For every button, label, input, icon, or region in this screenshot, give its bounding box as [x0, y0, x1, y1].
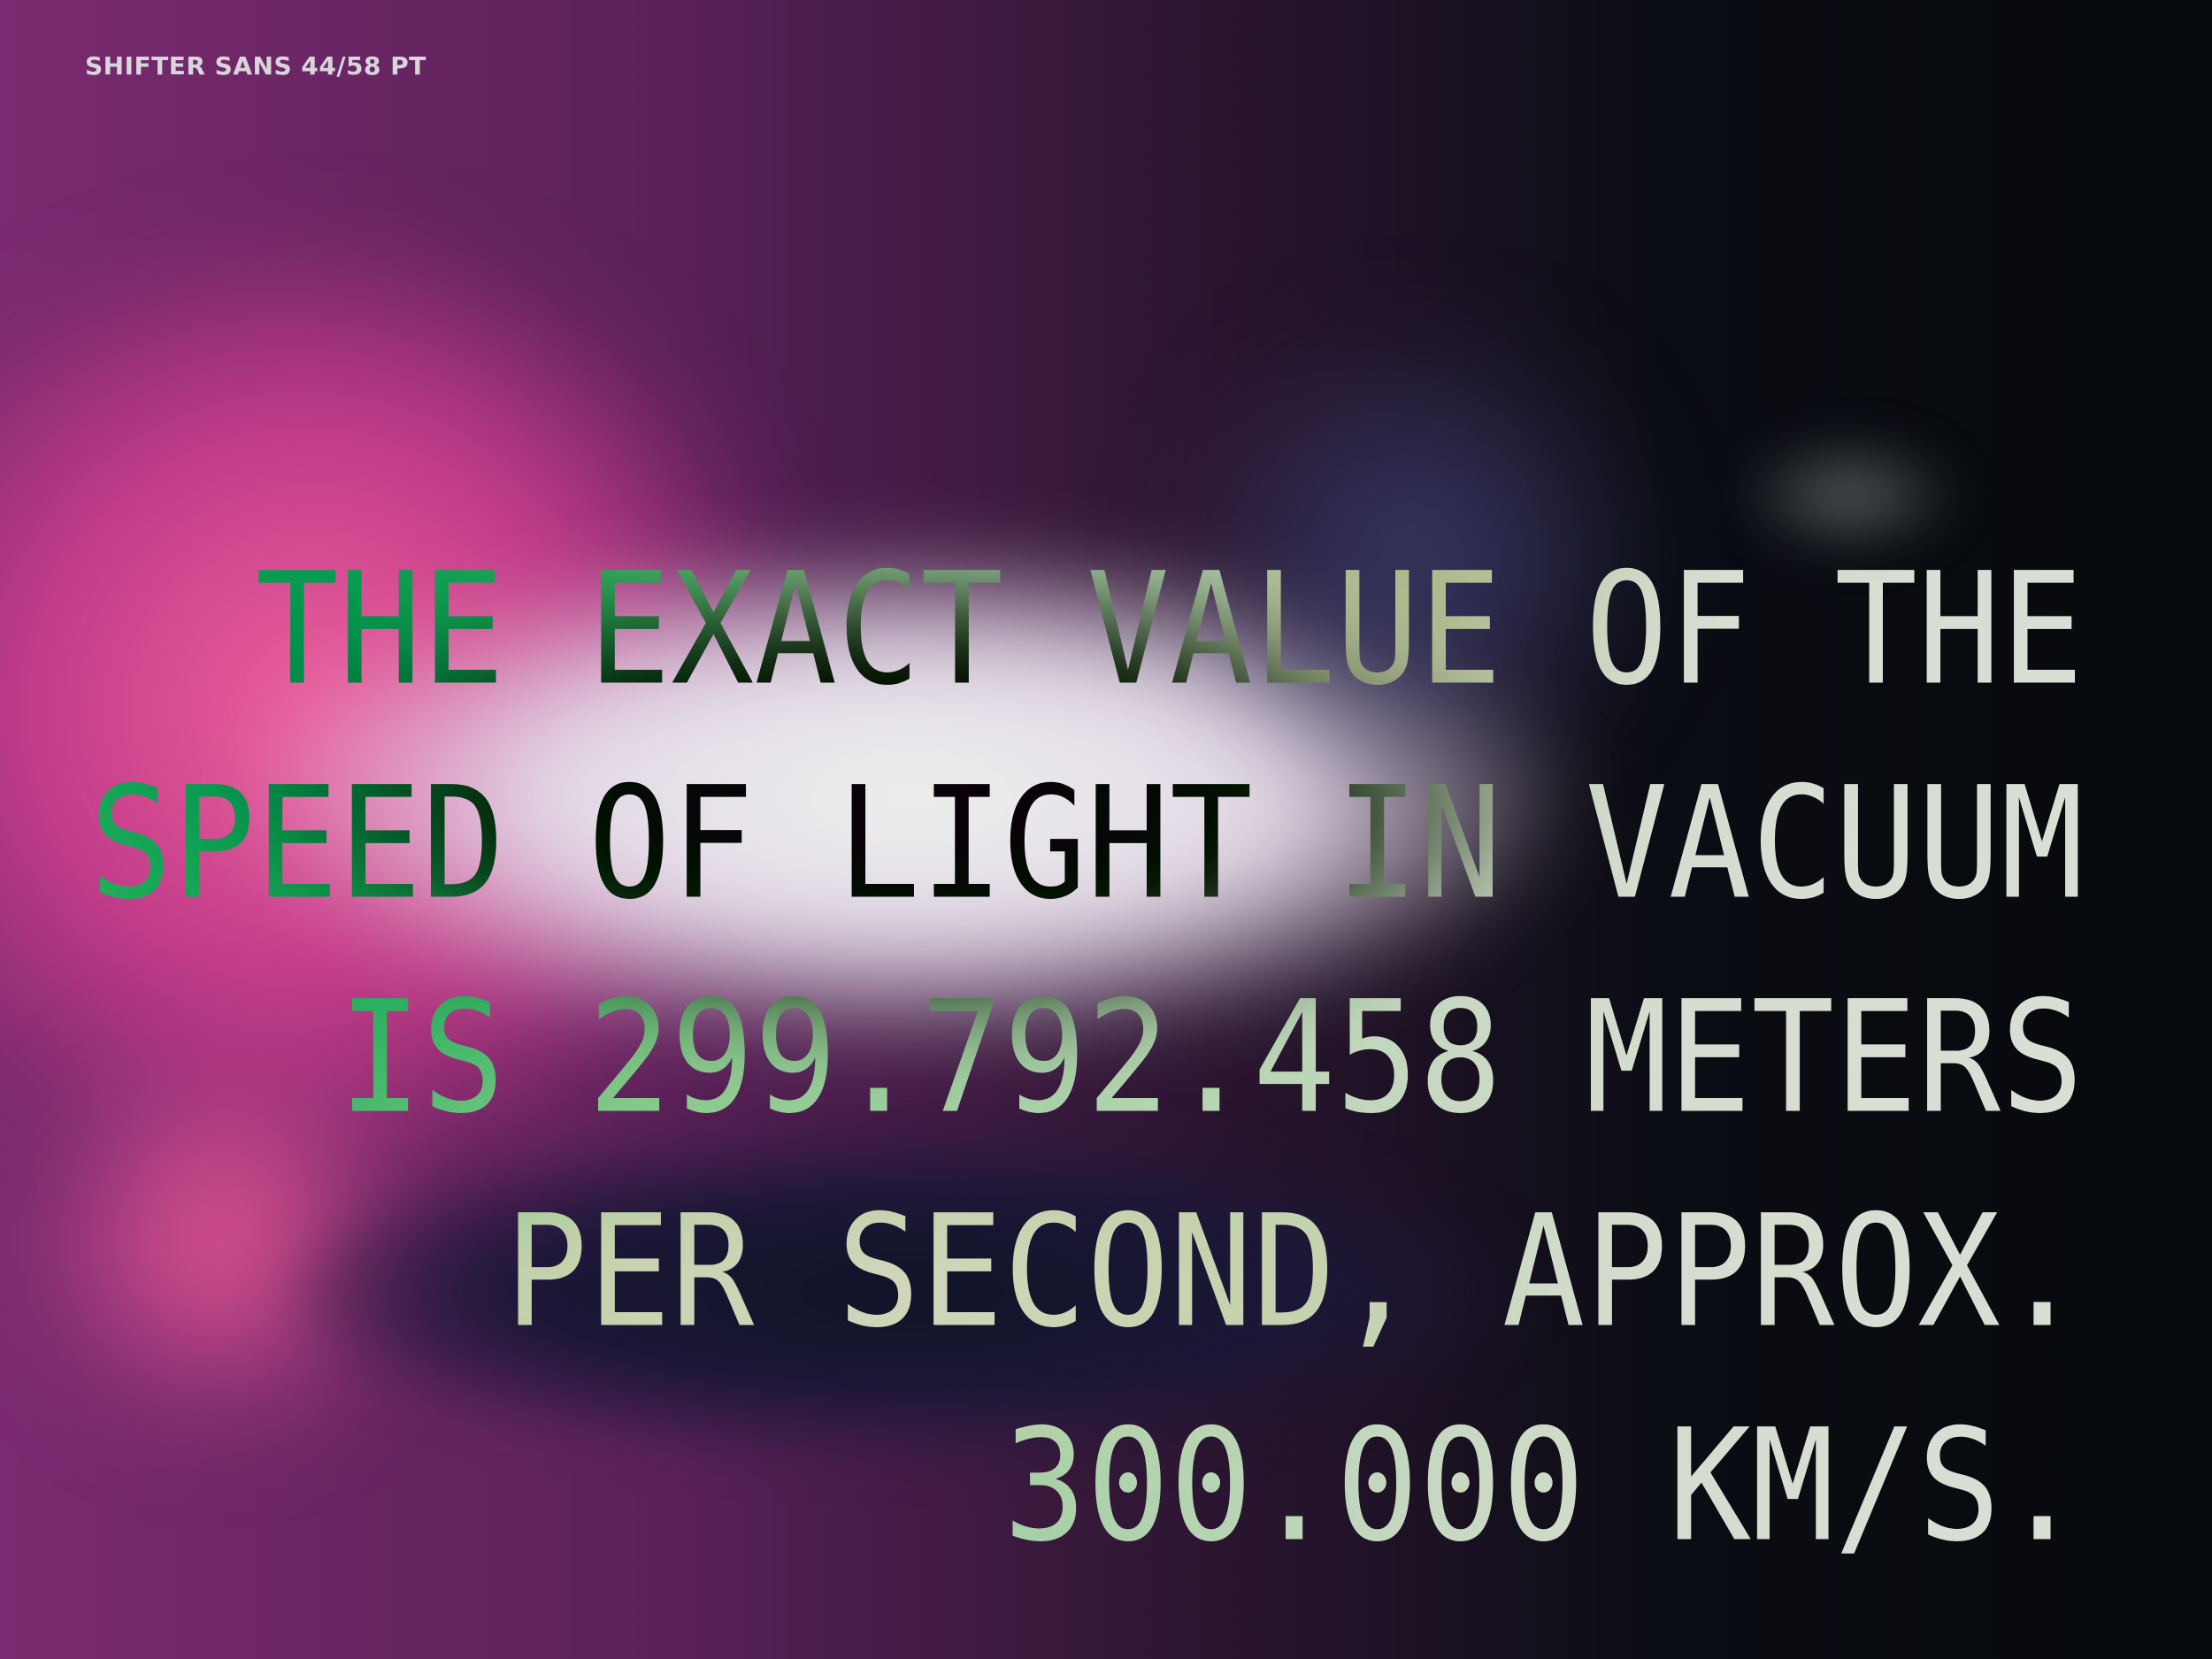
headline-line: PER SECOND, APPROX. [504, 1181, 2084, 1362]
headline-line: THE EXACT VALUE OF THE [255, 539, 2084, 719]
headline-line: SPEED OF LIGHT IN VACUUM [88, 753, 2084, 933]
blue-haze [1150, 336, 1681, 779]
headline-line: 300.000 KM/S. [1003, 1395, 2084, 1576]
shadow-blob [283, 1133, 1522, 1451]
headline: THE EXACT VALUE OF THE SPEED OF LIGHT IN… [89, 522, 2084, 1593]
grey-spot [1734, 434, 1964, 557]
caption: SHIFTER SANS 44/58 PT [85, 51, 426, 81]
headline-line: IS 299.792.458 METERS [338, 967, 2084, 1148]
